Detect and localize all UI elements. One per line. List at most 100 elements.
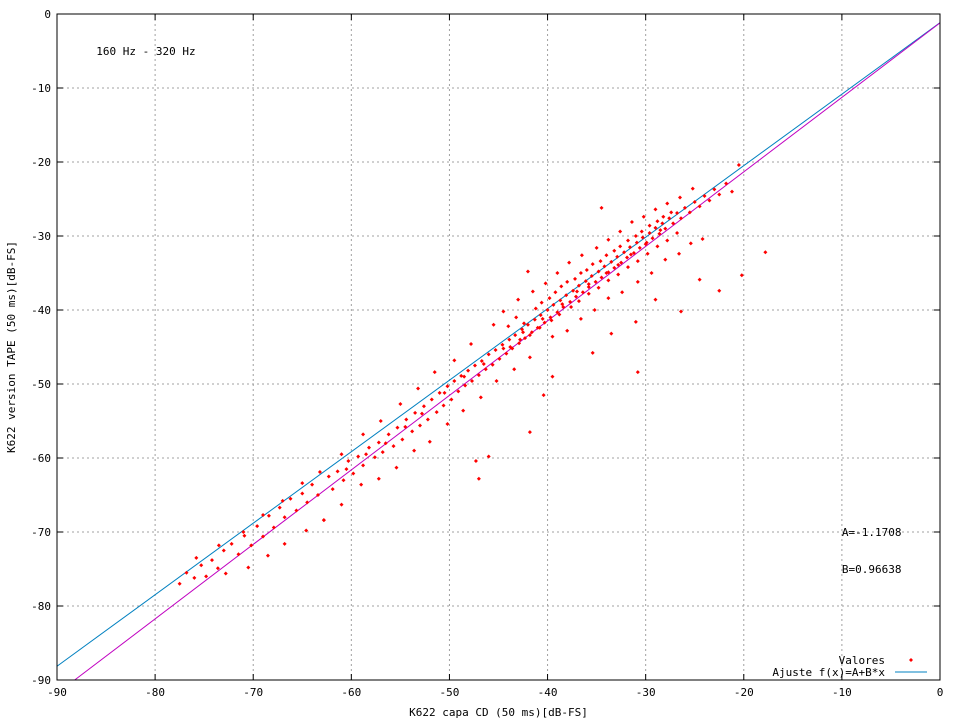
data-point	[629, 219, 634, 224]
data-point	[578, 271, 583, 275]
data-point	[476, 476, 481, 481]
data-point	[478, 395, 483, 400]
data-point	[700, 236, 705, 241]
x-axis-title: K622 capa CD (50 ms)[dB-FS]	[409, 706, 588, 719]
data-point	[579, 253, 584, 258]
data-point	[626, 238, 631, 243]
data-point	[463, 383, 468, 388]
y-tick-label: -40	[31, 304, 51, 317]
data-point	[653, 225, 658, 230]
data-point	[763, 250, 768, 255]
data-point	[637, 245, 642, 250]
data-point	[606, 296, 611, 301]
data-point	[300, 491, 305, 496]
data-point	[550, 334, 555, 339]
data-point	[540, 316, 545, 321]
data-point	[434, 410, 439, 415]
data-point	[586, 285, 591, 290]
data-point	[473, 458, 478, 463]
data-point	[564, 293, 569, 298]
data-point	[271, 525, 276, 530]
data-point	[565, 279, 570, 284]
data-point	[533, 306, 538, 311]
data-point	[282, 515, 287, 520]
data-point	[421, 404, 426, 409]
data-point	[583, 279, 588, 284]
data-point	[326, 474, 331, 479]
legend-label: Valores	[839, 654, 885, 667]
data-point	[441, 403, 446, 408]
data-point	[541, 393, 546, 398]
data-point	[712, 187, 717, 192]
data-point	[400, 437, 405, 442]
y-tick-label: -50	[31, 378, 51, 391]
data-point	[210, 558, 215, 563]
data-point	[330, 487, 335, 492]
data-point	[507, 337, 512, 342]
x-tick-label: -10	[832, 686, 852, 699]
annotation-label: B=0.96638	[842, 563, 902, 576]
data-point	[204, 574, 209, 579]
data-point	[236, 552, 241, 557]
data-point	[692, 199, 697, 204]
data-point	[282, 541, 287, 546]
data-point	[640, 235, 645, 240]
data-point	[657, 231, 662, 236]
data-point	[697, 204, 702, 209]
data-point	[522, 336, 527, 341]
data-point	[339, 452, 344, 457]
data-point	[639, 229, 644, 234]
data-point	[645, 251, 650, 256]
data-point	[584, 268, 589, 273]
data-point	[678, 216, 683, 221]
data-point	[667, 216, 672, 221]
data-point	[376, 476, 381, 481]
data-point	[288, 496, 293, 501]
data-point	[522, 321, 527, 326]
data-point	[649, 271, 654, 275]
data-point	[615, 254, 620, 259]
data-point	[635, 370, 640, 375]
data-point	[682, 205, 687, 210]
data-point	[192, 575, 197, 580]
data-point	[527, 355, 532, 360]
data-point	[628, 252, 633, 257]
data-point	[547, 296, 552, 301]
data-point	[578, 316, 583, 321]
data-point	[653, 207, 658, 212]
data-point	[555, 271, 560, 275]
y-tick-label: -60	[31, 452, 51, 465]
data-point	[697, 277, 702, 282]
data-point	[589, 273, 594, 278]
data-point	[641, 214, 646, 219]
data-point	[650, 236, 655, 241]
data-point	[261, 512, 266, 517]
data-point	[537, 325, 542, 330]
data-point	[631, 251, 636, 256]
data-point	[427, 439, 432, 444]
y-tick-label: -90	[31, 674, 51, 687]
data-point	[229, 541, 234, 546]
data-point	[602, 264, 607, 269]
data-point	[542, 320, 547, 325]
data-point	[517, 341, 522, 346]
data-point	[573, 276, 578, 281]
data-point	[265, 553, 270, 558]
data-point	[576, 283, 581, 288]
data-point	[647, 231, 652, 236]
data-point	[707, 198, 712, 203]
data-point	[395, 425, 400, 430]
data-point	[491, 322, 496, 327]
data-point	[549, 318, 554, 323]
data-point	[394, 465, 399, 470]
data-point	[501, 309, 506, 314]
legend-label: Ajuste f(x)=A+B*x	[772, 666, 885, 679]
data-point	[305, 500, 310, 505]
data-point	[339, 502, 344, 507]
data-point	[466, 368, 471, 373]
data-point	[513, 333, 518, 338]
data-point	[470, 379, 475, 384]
data-point	[671, 221, 676, 226]
data-point	[518, 337, 523, 342]
data-point	[508, 345, 513, 349]
